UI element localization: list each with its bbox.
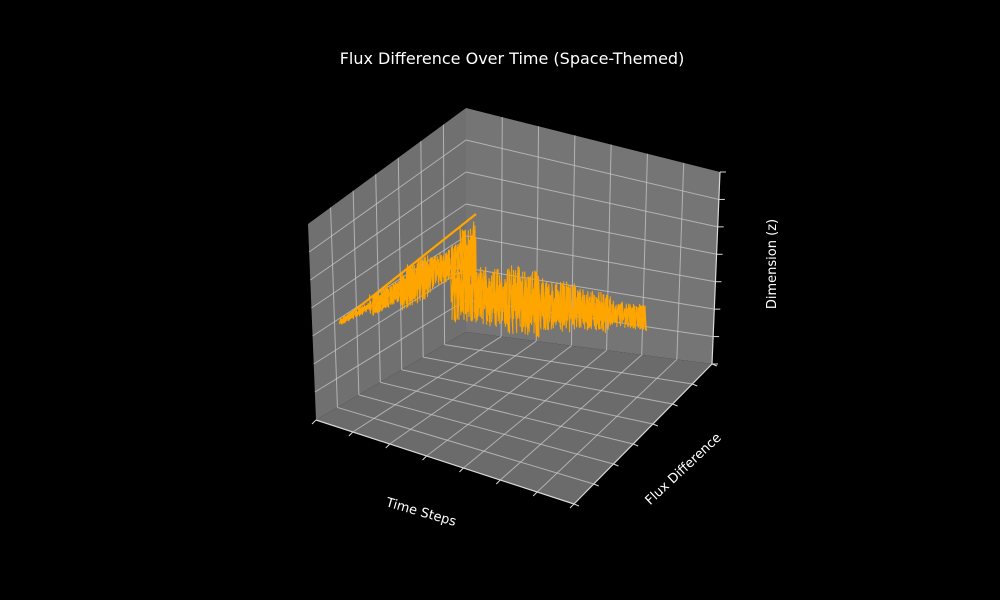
grid-line: [313, 267, 467, 365]
series-layer: [338, 213, 648, 338]
grid-line: [536, 359, 678, 493]
x-tick: [532, 491, 538, 497]
grid-line: [310, 171, 467, 281]
back-pane: [466, 108, 720, 364]
y-tick: [692, 383, 698, 387]
y-tick: [613, 463, 619, 467]
y-tick: [672, 403, 678, 407]
y-tick: [711, 363, 718, 367]
series-0-segment-9: [609, 300, 648, 332]
y-tick: [652, 423, 659, 427]
grid-line: [358, 394, 614, 465]
grid-line: [330, 207, 338, 408]
series-0-segment-2: [399, 255, 433, 311]
x-tick: [569, 503, 575, 509]
grid-line: [397, 157, 403, 370]
x-tick: [422, 455, 427, 461]
series-0-spike: [339, 213, 477, 323]
floor-pane: [316, 332, 712, 504]
x-tick: [459, 467, 464, 473]
z-axis-label: Dimension (z): [765, 219, 780, 309]
y-axis-label: Flux Difference: [643, 430, 725, 508]
grid-line: [420, 141, 424, 358]
grid-line: [499, 354, 643, 481]
grid-line: [423, 356, 673, 405]
x-tick: [311, 419, 317, 425]
grid-line: [401, 369, 653, 425]
grid-line: [375, 174, 381, 383]
grid-line: [352, 190, 360, 395]
chart-title: Flux Difference Over Time (Space-Themed): [340, 49, 685, 68]
axis-ticks: [311, 171, 726, 509]
grid-line: [426, 345, 572, 457]
grid-line: [308, 139, 467, 253]
y-axis-line: [573, 363, 713, 505]
series-0-segment-8: [574, 288, 612, 334]
grid-line: [676, 162, 685, 360]
z-axis-line: [711, 171, 721, 365]
series-0-segment-4: [450, 221, 477, 323]
grid-line: [641, 153, 648, 355]
grid-line: [463, 349, 607, 469]
series-0-segment-3: [429, 243, 462, 289]
y-tick: [632, 443, 639, 447]
grid-line: [380, 381, 634, 445]
x-axis-label: Time Steps: [383, 495, 458, 530]
grid-line: [337, 406, 594, 485]
left-pane: [308, 108, 466, 420]
grid-line: [314, 299, 467, 393]
x-tick: [385, 443, 391, 449]
grid-line: [465, 139, 719, 200]
y-tick: [573, 503, 580, 507]
series-0-segment-5: [468, 266, 507, 328]
grid-line: [352, 336, 502, 433]
grid-line: [465, 203, 717, 255]
y-tick: [593, 483, 599, 487]
x-tick: [495, 479, 501, 485]
grid-line: [444, 344, 693, 385]
axis-edges: [315, 171, 721, 505]
grid-line: [311, 203, 467, 309]
series-0-segment-1: [368, 280, 402, 316]
series-0-segment-6: [504, 265, 542, 338]
x-tick: [348, 431, 354, 437]
grid-line: [465, 171, 718, 228]
grid-line: [389, 340, 537, 445]
grid-line: [465, 235, 716, 283]
series-0-segment-7: [538, 278, 577, 333]
x-axis-line: [315, 419, 575, 505]
grid-line: [442, 124, 446, 345]
